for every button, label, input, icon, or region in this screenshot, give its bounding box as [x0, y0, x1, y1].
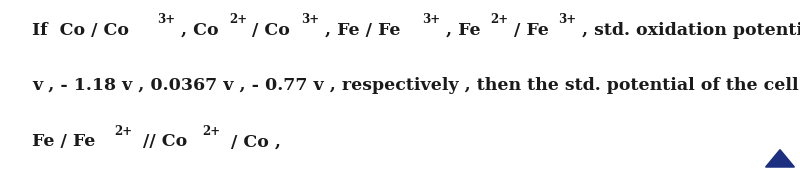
Text: / Co: / Co	[253, 22, 290, 39]
Text: , std. oxidation potential are , - 0.416: , std. oxidation potential are , - 0.416	[582, 22, 800, 39]
Text: v , - 1.18 v , 0.0367 v , - 0.77 v , respectively , then the std. potential of t: v , - 1.18 v , 0.0367 v , - 0.77 v , res…	[32, 77, 798, 94]
Text: , Fe: , Fe	[446, 22, 480, 39]
Text: / Co ,: / Co ,	[226, 133, 282, 150]
Text: 3+: 3+	[157, 14, 175, 26]
Text: 3+: 3+	[302, 14, 319, 26]
Polygon shape	[766, 150, 794, 167]
Text: 2+: 2+	[114, 125, 132, 138]
Text: , Co: , Co	[181, 22, 218, 39]
Text: / Fe: / Fe	[514, 22, 549, 39]
Text: 2+: 2+	[490, 14, 508, 26]
Text: 3+: 3+	[422, 14, 440, 26]
Text: Fe / Fe: Fe / Fe	[32, 133, 95, 150]
Text: If  Co / Co: If Co / Co	[32, 22, 129, 39]
Text: // Co: // Co	[137, 133, 187, 150]
Text: 2+: 2+	[202, 125, 220, 138]
Text: 2+: 2+	[229, 14, 247, 26]
Text: 3+: 3+	[558, 14, 577, 26]
Text: , Fe / Fe: , Fe / Fe	[325, 22, 400, 39]
